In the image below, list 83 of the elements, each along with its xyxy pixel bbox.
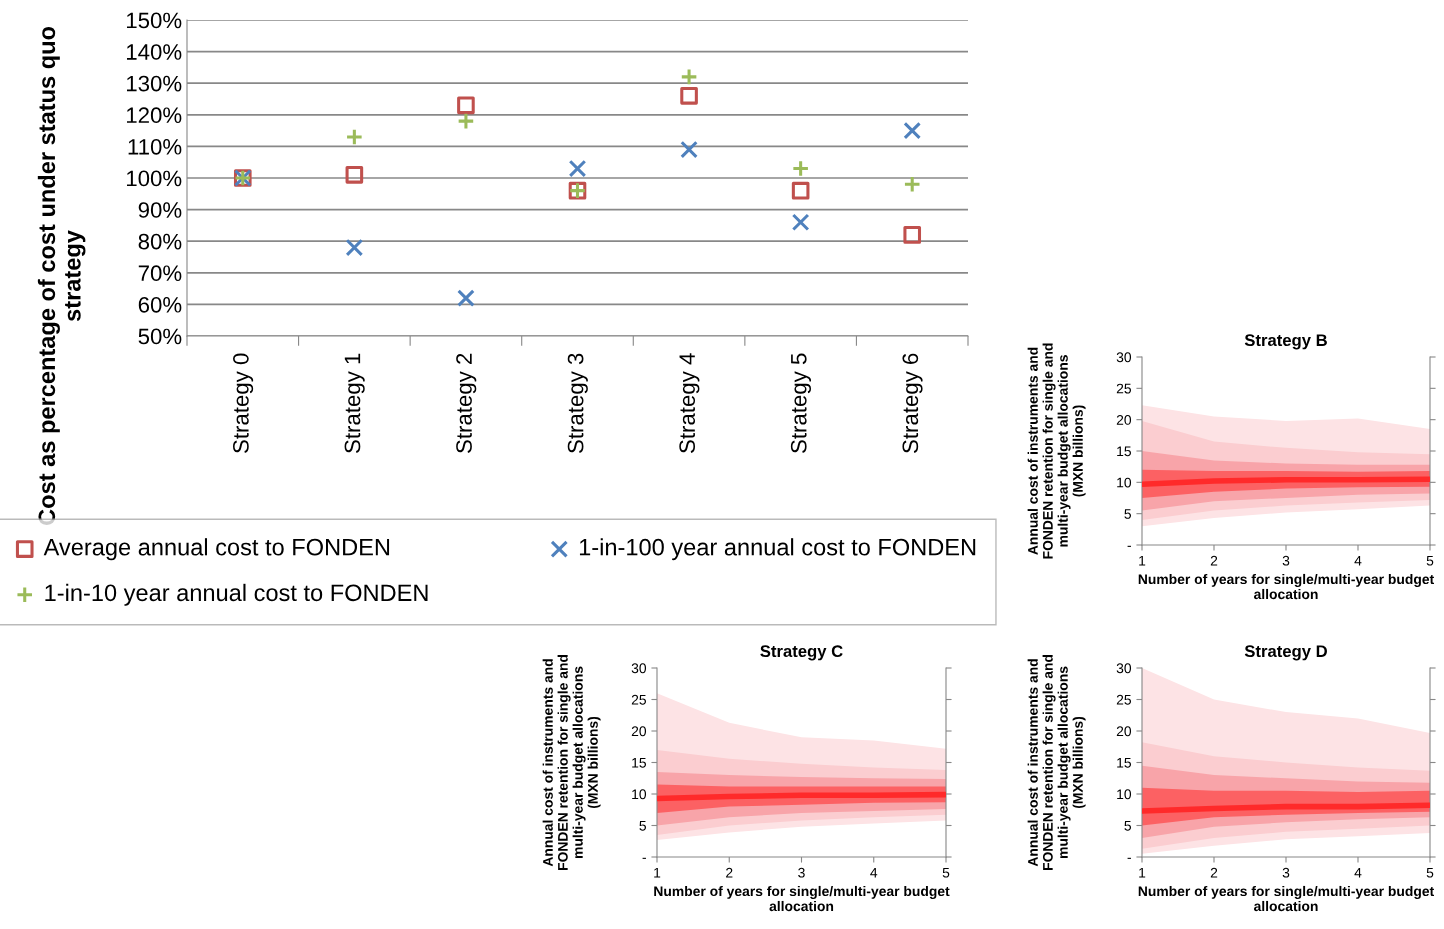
x-tick-label: Strategy 6 [902,353,923,453]
y-tick-label: 100% [127,170,182,187]
point [903,121,922,140]
x-tick-label: 3 [1282,867,1290,878]
x-tick-label: 4 [1354,867,1362,878]
x-tick-label: 4 [870,867,878,878]
x-tick-label: 1 [1139,867,1146,878]
y-tick-label: 5 [639,820,646,831]
x-tick-label: 5 [1426,867,1434,878]
x-tick-label: 1 [1139,555,1146,566]
point [345,238,364,257]
x-axis-title: Number of years for single/multi-year budget allocation [1138,885,1435,912]
x-tick-label: 4 [1354,555,1362,566]
point [791,159,810,178]
chart-title: Strategy C [760,645,843,661]
y-tick-label: 20 [631,726,647,737]
y-tick-label: 90% [138,202,182,218]
y-tick-label: 5 [1124,820,1131,831]
y-tick-label: 70% [138,265,182,282]
y-tick-label: - [642,857,646,859]
point [680,68,698,86]
y-tick-label: 10 [1117,477,1132,488]
y-tick-label: 30 [631,663,647,674]
y-tick-label: 20 [1116,726,1132,737]
x-tick-label: Strategy 1 [344,353,365,453]
y-tick-label: 15 [1117,757,1131,768]
x-tick-label: Strategy 2 [456,353,477,453]
y-tick-label: - [1127,857,1131,859]
point [457,289,475,307]
y-tick-label: 10 [632,789,647,800]
chart-title: Strategy D [1244,645,1327,661]
x-axis-title: Number of years for single/multi-year budget allocation [654,885,950,912]
y-axis-title: Annual cost of instruments and FONDEN retention for single and multi-year budget allocations (MXN billions) [1027,343,1086,559]
y-tick-label: 30 [1116,663,1132,674]
y-tick-label: - [1127,545,1131,547]
y-tick-label: 30 [1116,352,1132,363]
y-tick-label: 15 [1117,446,1131,457]
point [680,140,698,159]
x-tick-label: 2 [726,867,733,878]
legend-label: 1-in-10 year annual cost to FONDEN [45,583,428,606]
y-tick-label: 130% [127,75,182,92]
point [903,226,922,244]
y-tick-label: 5 [1124,509,1131,519]
y-axis-title: Cost as percentage of cost under status quo strategy [37,26,86,525]
x-tick-label: 2 [1210,867,1218,878]
point [568,159,587,178]
y-tick-label: 25 [631,694,646,705]
legend-label: Average annual cost to FONDEN [43,538,390,561]
point [457,112,475,130]
y-tick-label: 120% [127,107,182,124]
chart-title: Strategy B [1244,334,1327,350]
x-tick-label: 3 [798,867,805,878]
legend-label: 1-in-100 year annual cost to FONDEN [579,538,976,561]
y-tick-label: 20 [1116,415,1132,425]
point [791,213,810,232]
y-tick-label: 25 [1116,694,1131,705]
y-tick-label: 150% [127,12,182,29]
point [345,166,364,184]
y-tick-label: 140% [127,44,182,60]
x-tick-label: 5 [1426,555,1434,566]
y-tick-label: 15 [632,757,646,768]
point [680,87,698,105]
x-axis-title: Number of years for single/multi-year budget allocation [1138,573,1435,600]
y-tick-label: 10 [1117,789,1132,800]
y-tick-label: 80% [138,233,182,250]
point [457,96,475,115]
point [903,175,922,194]
y-axis-title: Annual cost of instruments and FONDEN retention for single and multi-year budget allocations (MXN billions) [542,654,601,870]
x-tick-label: Strategy 4 [679,353,700,453]
y-tick-label: 110% [128,138,182,155]
y-axis-title: Annual cost of instruments and FONDEN retention for single and multi-year budget allocations (MXN billions) [1027,654,1086,870]
y-tick-label: 50% [138,328,182,345]
x-tick-label: Strategy 0 [233,353,254,453]
x-tick-label: Strategy 3 [567,353,588,453]
x-tick-label: 1 [654,867,661,878]
x-tick-label: 3 [1282,555,1290,566]
x-tick-label: 2 [1210,555,1218,566]
x-tick-label: Strategy 5 [790,353,811,453]
x-tick-label: 5 [942,867,950,878]
point [791,181,810,200]
y-tick-label: 25 [1116,383,1131,394]
y-tick-label: 60% [138,296,182,313]
point [345,128,364,146]
